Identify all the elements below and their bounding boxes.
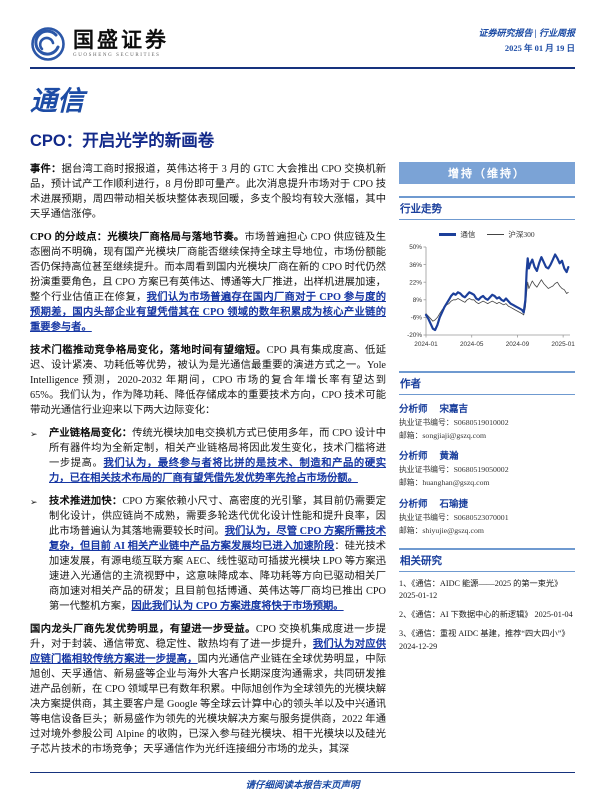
footer-disclaimer: 请仔细阅读本报告末页声明	[245, 781, 360, 791]
legend-label: 沪深300	[508, 230, 535, 239]
analyst-role-label: 分析师	[399, 499, 428, 510]
text-segment: CPO 的分歧点：光模块厂商格局与落地节奏。	[30, 232, 245, 243]
related-research-item: 1、《通信：AIDC 能源——2025 的第一束光》 2025-01-12	[399, 578, 563, 601]
legend-line-sample	[439, 233, 457, 236]
authors-title: 作者	[399, 371, 575, 395]
text-segment: 传统光模块加电交换机方式已使用多年，而 CPO 设计中所有器件均为全新定制，相关…	[49, 428, 386, 469]
authors-list: 分析师 宋嘉吉执业证书编号：S0680519010002 邮箱：songjiaji@…	[399, 401, 575, 536]
text-segment: 我们认为，最终参与者将比拼的是技术、制造和产品的硬实力，已在相关技术布局的厂商有…	[49, 458, 387, 484]
paragraph-text: 技术门槛推动竞争格局变化，落地时间有望缩短。CPO 具有集成度高、低延迟、设计紧…	[30, 345, 386, 416]
text-segment: 市场普遍担心 CPO 供应链及生态圈尚不明确，现有国产光模块厂商能否继续保持全球…	[30, 232, 386, 303]
analyst-cert-number: 执业证书编号：S0680519010002	[399, 418, 509, 427]
related-research-item: 3、《通信：重视 AIDC 基建，推荐“四大四小”》 2024-12-29	[399, 628, 570, 651]
bullet-marker: ➢	[30, 429, 38, 439]
sidebar: 增持（维持） 行业走势 通信 沪深300 50% 36% 22% 8% -6% -20% 20…	[399, 162, 575, 765]
author-entry: 分析师 黄瀚执业证书编号：S0680519050002 邮箱：huanghan@gs…	[399, 448, 575, 488]
svg-text:2025-01: 2025-01	[551, 341, 575, 348]
author-name-row: 分析师 石瑜捷	[399, 496, 575, 510]
analyst-cert-number: 执业证书编号：S0680519050002	[399, 465, 509, 475]
author-entry: 分析师 宋嘉吉执业证书编号：S0680519010002 邮箱：songjiaji@…	[399, 401, 575, 441]
report-footer: 请仔细阅读本报告末页声明	[30, 772, 575, 791]
svg-text:36%: 36%	[409, 262, 422, 269]
text-segment: CPO 具有集成度高、低延迟、设计紧凑、功耗低等优势，被认为是光通信最重要的演进…	[30, 345, 387, 416]
svg-text:50%: 50%	[409, 244, 422, 251]
chart-legend: 通信 沪深300	[399, 229, 575, 240]
report-type-label: 证券研究报告 | 行业周报	[478, 28, 575, 38]
report-title: CPO：开启光学的新画卷	[30, 132, 215, 150]
related-research-list: 1、《通信：AIDC 能源——2025 的第一束光》 2025-01-12 2、《…	[399, 578, 575, 654]
svg-text:2024-05: 2024-05	[460, 341, 484, 348]
text-segment: 产业链格局变化：	[49, 428, 133, 439]
legend-item: 通信	[439, 229, 475, 240]
industry-trend-chart: 50% 36% 22% 8% -6% -20% 2024-01 2024-05 2024-09 2…	[407, 244, 575, 348]
text-segment: 国内光通信产业链在全球优势明显，中际旭创、天孚通信、新易盛等企业与海外大客户长期…	[30, 654, 387, 755]
analyst-email: 邮箱：shiyujie@gszq.com	[399, 525, 484, 535]
svg-text:8%: 8%	[413, 297, 423, 304]
header-meta: 证券研究报告 | 行业周报 2025 年 01 月 19 日	[479, 26, 575, 54]
paragraph-text: 事件：据台湾工商时报报道，英伟达将于 3 月的 GTC 大会推出 CPO 交换机…	[30, 164, 386, 220]
text-segment: 技术门槛推动竞争格局变化，落地时间有望缩短。	[30, 345, 267, 356]
text-segment: 因此我们认为 CPO 方案进度将快于市场预期。	[131, 601, 344, 612]
author-name-row: 分析师 黄瀚	[399, 448, 575, 462]
text-segment: 我们认为市场普遍存在国内厂商对于 CPO 参与度的预期差，国内头部企业有望凭借其…	[30, 292, 386, 333]
legend-item: 沪深300	[487, 229, 535, 240]
text-segment: CPO 方案依赖小尺寸、高密度的光引擎，其目前仍需要定制化设计，供应链尚不成熟，…	[49, 496, 386, 537]
footer-divider	[30, 772, 575, 773]
text-segment: 据台湾工商时报报道，英伟达将于 3 月的 GTC 大会推出 CPO 交换机新品，…	[30, 164, 387, 220]
body-paragraph: 国内龙头厂商先发优势明显，有望进一步受益。CPO 交换机集成度进一步提升，对于封…	[30, 622, 386, 757]
svg-text:2024-01: 2024-01	[414, 341, 438, 348]
report-date: 2025 年 01 月 19 日	[504, 43, 575, 53]
text-segment: 我们认为，尽管 CPO 方案所需技术复杂，但目前 AI 相关产业链中产品方案发展…	[49, 526, 387, 552]
legend-label: 通信	[460, 230, 476, 239]
analyst-email: 邮箱：huanghan@gszq.com	[399, 478, 490, 488]
analyst-role-label: 分析师	[399, 405, 428, 415]
guosheng-logo-icon	[31, 27, 65, 61]
rating-badge: 增持（维持）	[399, 162, 575, 184]
report-body: 事件：据台湾工商时报报道，英伟达将于 3 月的 GTC 大会推出 CPO 交换机…	[30, 162, 386, 765]
related-research-title: 相关研究	[399, 547, 575, 572]
svg-text:22%: 22%	[409, 279, 422, 286]
text-segment: 技术推进加快：	[49, 496, 123, 507]
industry-title: 通信	[30, 86, 84, 117]
text-segment: 我们认为对应供应链门槛相较传统方案进一步提高，	[30, 639, 387, 665]
svg-text:-20%: -20%	[407, 332, 422, 339]
report-page: 国盛证券 GUOSHENG SECURITIES 证券研究报告 | 行业周报 2…	[30, 26, 575, 791]
paragraph-text: 产业链格局变化：传统光模块加电交换机方式已使用多年，而 CPO 设计中所有器件均…	[49, 426, 386, 486]
brand-name: 国盛证券	[73, 28, 169, 52]
analyst-email: 邮箱：songjiaji@gszq.com	[399, 431, 487, 441]
brand-subtitle: GUOSHENG SECURITIES	[73, 53, 161, 58]
analyst-cert-number: 执业证书编号：S0680523070001	[399, 512, 509, 522]
author-entry: 分析师 石瑜捷执业证书编号：S0680523070001 邮箱：shiyujie@g…	[399, 496, 575, 536]
svg-text:-6%: -6%	[411, 315, 423, 322]
bullet-paragraph: ➢ 技术推进加快：CPO 方案依赖小尺寸、高密度的光引擎，其目前仍需要定制化设计，…	[30, 494, 386, 614]
bullet-marker: ➢	[30, 497, 38, 507]
brand: 国盛证券 GUOSHENG SECURITIES	[30, 26, 169, 62]
text-segment: 事件：	[30, 164, 62, 175]
analyst-name: 石瑜捷	[439, 499, 469, 510]
analyst-name: 黄瀚	[439, 452, 459, 463]
paragraph-text: 国内龙头厂商先发优势明显，有望进一步受益。CPO 交换机集成度进一步提升，对于封…	[30, 624, 386, 755]
body-paragraph: 事件：据台湾工商时报报道，英伟达将于 3 月的 GTC 大会推出 CPO 交换机…	[30, 162, 386, 222]
paragraph-text: 技术推进加快：CPO 方案依赖小尺寸、高密度的光引擎，其目前仍需要定制化设计，供…	[49, 494, 386, 614]
analyst-role-label: 分析师	[399, 452, 428, 463]
text-segment: ：硅光技术加速发展，有源电缆互联方案 AEC、线性驱动可插拔光模块 LPO 等方…	[49, 541, 387, 612]
author-name-row: 分析师 宋嘉吉	[399, 401, 575, 415]
legend-line-sample	[487, 234, 505, 235]
brand-text: 国盛证券 GUOSHENG SECURITIES	[73, 28, 169, 59]
text-segment: 国内龙头厂商先发优势明显，有望进一步受益。	[30, 624, 256, 635]
paragraph-text: CPO 的分歧点：光模块厂商格局与落地节奏。市场普遍担心 CPO 供应链及生态圈…	[30, 232, 386, 333]
body-paragraph: 技术门槛推动竞争格局变化，落地时间有望缩短。CPO 具有集成度高、低延迟、设计紧…	[30, 343, 386, 418]
related-research-item: 2、《通信：AI 下数据中心的新逻辑》 2025-01-04	[399, 610, 573, 620]
industry-trend-title: 行业走势	[399, 196, 575, 220]
text-segment: CPO 交换机集成度进一步提升，对于封装、通信带宽、稳定性、散热均有了进一步提升…	[30, 624, 387, 650]
body-paragraph: CPO 的分歧点：光模块厂商格局与落地节奏。市场普遍担心 CPO 供应链及生态圈…	[30, 230, 386, 335]
bullet-paragraph: ➢ 产业链格局变化：传统光模块加电交换机方式已使用多年，而 CPO 设计中所有器件…	[30, 426, 386, 486]
report-header: 国盛证券 GUOSHENG SECURITIES 证券研究报告 | 行业周报 2…	[30, 26, 575, 62]
content-columns: 事件：据台湾工商时报报道，英伟达将于 3 月的 GTC 大会推出 CPO 交换机…	[30, 162, 575, 765]
svg-text:2024-09: 2024-09	[506, 341, 530, 348]
analyst-name: 宋嘉吉	[439, 405, 469, 415]
header-divider	[30, 67, 575, 69]
